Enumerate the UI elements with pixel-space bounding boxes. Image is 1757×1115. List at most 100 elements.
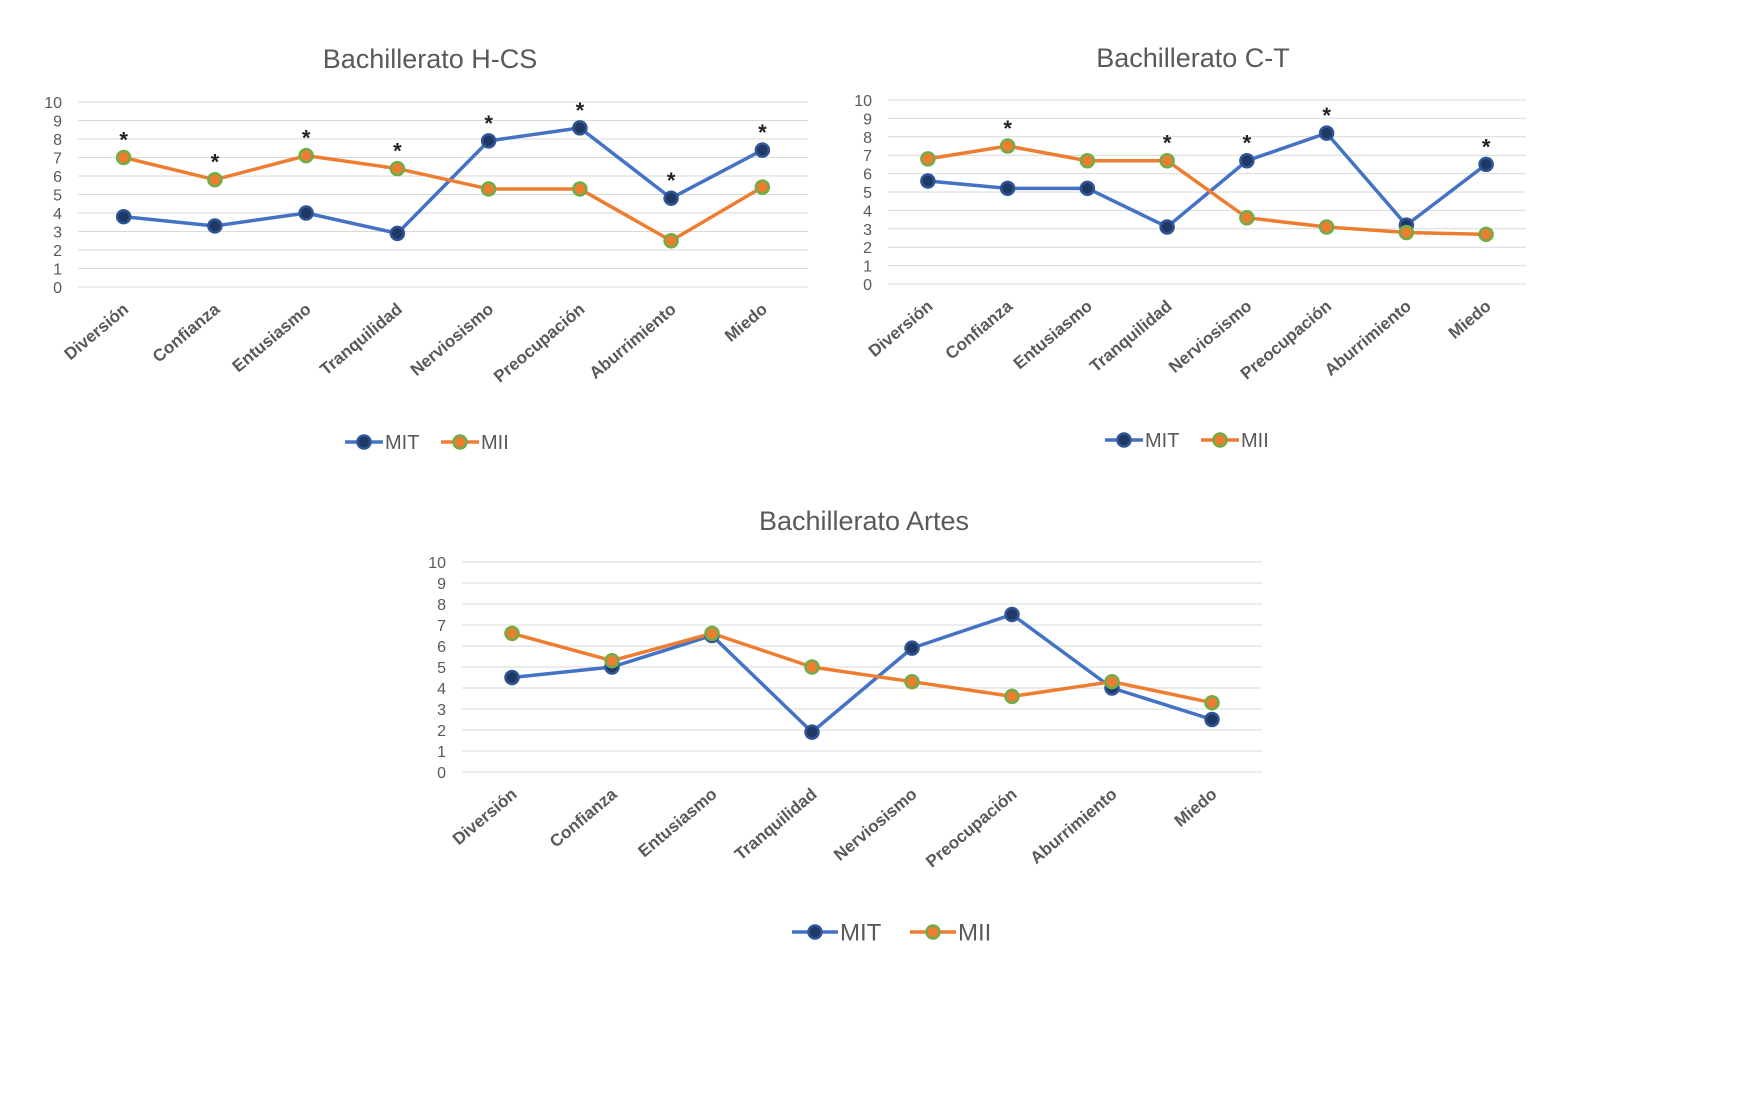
data-point-mii xyxy=(1104,673,1120,690)
data-point-mit xyxy=(663,190,679,206)
chart-bachillerato-ct: Bachillerato C-T 0 1 2 3 4 5 6 7 8 9 10 Diversión Con… xyxy=(854,30,1757,530)
y-tick-label: 5 xyxy=(53,188,62,205)
y-tick-label: 8 xyxy=(437,597,446,614)
x-tick-label: Confianza xyxy=(546,784,621,851)
data-point-mit xyxy=(1159,219,1175,235)
series-line-mii xyxy=(927,144,1487,237)
significance-marker: * xyxy=(484,111,493,136)
x-tick-label: Diversión xyxy=(61,300,133,364)
y-tick-label: 4 xyxy=(437,681,446,698)
legend-marker-mii xyxy=(925,924,941,940)
x-tick-label: Miedo xyxy=(1445,297,1495,343)
y-tick-label: 0 xyxy=(437,765,446,782)
y-tick-label: 9 xyxy=(53,114,62,131)
y-tick-label: 8 xyxy=(53,132,62,149)
x-tick-label: Confianza xyxy=(942,296,1017,363)
y-tick-label: 3 xyxy=(863,222,872,239)
significance-marker: * xyxy=(211,150,220,175)
series-line-mii xyxy=(123,153,764,243)
data-point-mit xyxy=(1239,152,1255,169)
data-point-mii xyxy=(904,673,920,690)
significance-marker: * xyxy=(393,139,402,164)
x-tick-label: Nerviosismo xyxy=(830,785,920,865)
data-point-mii xyxy=(1318,219,1335,235)
y-tick-label: 7 xyxy=(437,618,446,635)
legend-label-mit: MIT xyxy=(385,432,419,454)
data-point-mit xyxy=(1004,606,1020,623)
y-tick-label: 1 xyxy=(53,262,62,279)
data-point-mii xyxy=(804,659,820,675)
legend-label-mit: MIT xyxy=(840,920,882,947)
y-tick-label: 10 xyxy=(428,555,446,572)
y-tick-label: 10 xyxy=(44,95,62,112)
significance-marker: * xyxy=(1322,103,1331,128)
series-line-mit xyxy=(927,131,1488,229)
x-tick-label: Miedo xyxy=(1171,785,1221,831)
x-tick-label: Entusiasmo xyxy=(229,300,315,376)
data-point-mii xyxy=(115,149,132,166)
x-tick-label: Miedo xyxy=(721,300,771,346)
significance-marker: * xyxy=(667,168,676,193)
y-tick-label: 2 xyxy=(437,723,446,740)
data-point-mit xyxy=(389,225,406,242)
series-line-mit xyxy=(511,612,1213,734)
y-tick-label: 0 xyxy=(863,277,872,294)
data-point-mit xyxy=(920,173,936,189)
y-tick-label: 7 xyxy=(53,151,62,168)
y-tick-label: 0 xyxy=(53,280,62,297)
y-tick-label: 1 xyxy=(863,259,872,276)
y-tick-label: 6 xyxy=(53,169,62,186)
y-tick-label: 10 xyxy=(854,93,872,110)
y-tick-label: 1 xyxy=(437,744,446,761)
data-point-mii xyxy=(604,652,620,669)
x-tick-label: Tranquilidad xyxy=(731,785,821,865)
chart-bachillerato-hcs: Bachillerato H-CS 0 1 2 3 4 5 6 7 8 9 10 Diversión Co… xyxy=(0,30,900,530)
y-tick-label: 7 xyxy=(863,148,872,165)
significance-marker: * xyxy=(119,128,128,153)
data-point-mii xyxy=(1079,152,1096,169)
x-tick-label: Entusiasmo xyxy=(1010,297,1096,373)
y-tick-label: 9 xyxy=(437,576,446,593)
chart-title: Bachillerato H-CS xyxy=(323,44,538,74)
x-tick-label: Aburrimiento xyxy=(1027,785,1121,868)
data-point-mii xyxy=(663,233,679,249)
data-point-mit xyxy=(115,208,132,225)
y-tick-label: 5 xyxy=(863,185,872,202)
data-point-mit xyxy=(504,669,520,686)
legend-marker-mii xyxy=(452,434,468,450)
y-tick-label: 2 xyxy=(53,243,62,260)
data-point-mit xyxy=(1079,180,1096,197)
series-line-mii xyxy=(511,631,1213,705)
y-tick-label: 5 xyxy=(437,660,446,677)
legend-marker-mit xyxy=(807,924,823,940)
y-tick-label: 2 xyxy=(863,240,872,257)
data-point-mii xyxy=(480,181,497,197)
x-tick-label: Confianza xyxy=(149,299,224,366)
data-point-mii xyxy=(572,181,588,197)
data-point-mii xyxy=(207,171,223,188)
significance-marker: * xyxy=(302,126,311,151)
data-point-mii xyxy=(1239,210,1255,226)
data-point-mit xyxy=(480,133,497,149)
x-tick-label: Aburrimiento xyxy=(586,300,680,383)
data-point-mit xyxy=(572,120,588,136)
data-point-mii xyxy=(298,147,314,164)
legend-marker-mit xyxy=(1116,432,1132,448)
data-point-mii xyxy=(504,625,520,642)
x-tick-label: Nerviosismo xyxy=(407,300,497,380)
legend-marker-mit xyxy=(356,434,372,450)
series-line-mit xyxy=(123,126,764,236)
data-point-mii xyxy=(389,160,406,177)
data-point-mii xyxy=(1004,688,1020,705)
legend-label-mit: MIT xyxy=(1145,430,1179,452)
significance-marker: * xyxy=(576,98,585,123)
data-point-mit xyxy=(904,640,920,656)
data-point-mii xyxy=(999,138,1016,154)
data-point-mit xyxy=(207,218,223,234)
y-tick-label: 3 xyxy=(437,702,446,719)
chart-title: Bachillerato C-T xyxy=(1096,43,1290,73)
legend-label-mii: MII xyxy=(958,920,991,947)
y-tick-label: 4 xyxy=(53,206,62,223)
y-tick-label: 6 xyxy=(863,167,872,184)
data-point-mit xyxy=(1318,125,1335,141)
